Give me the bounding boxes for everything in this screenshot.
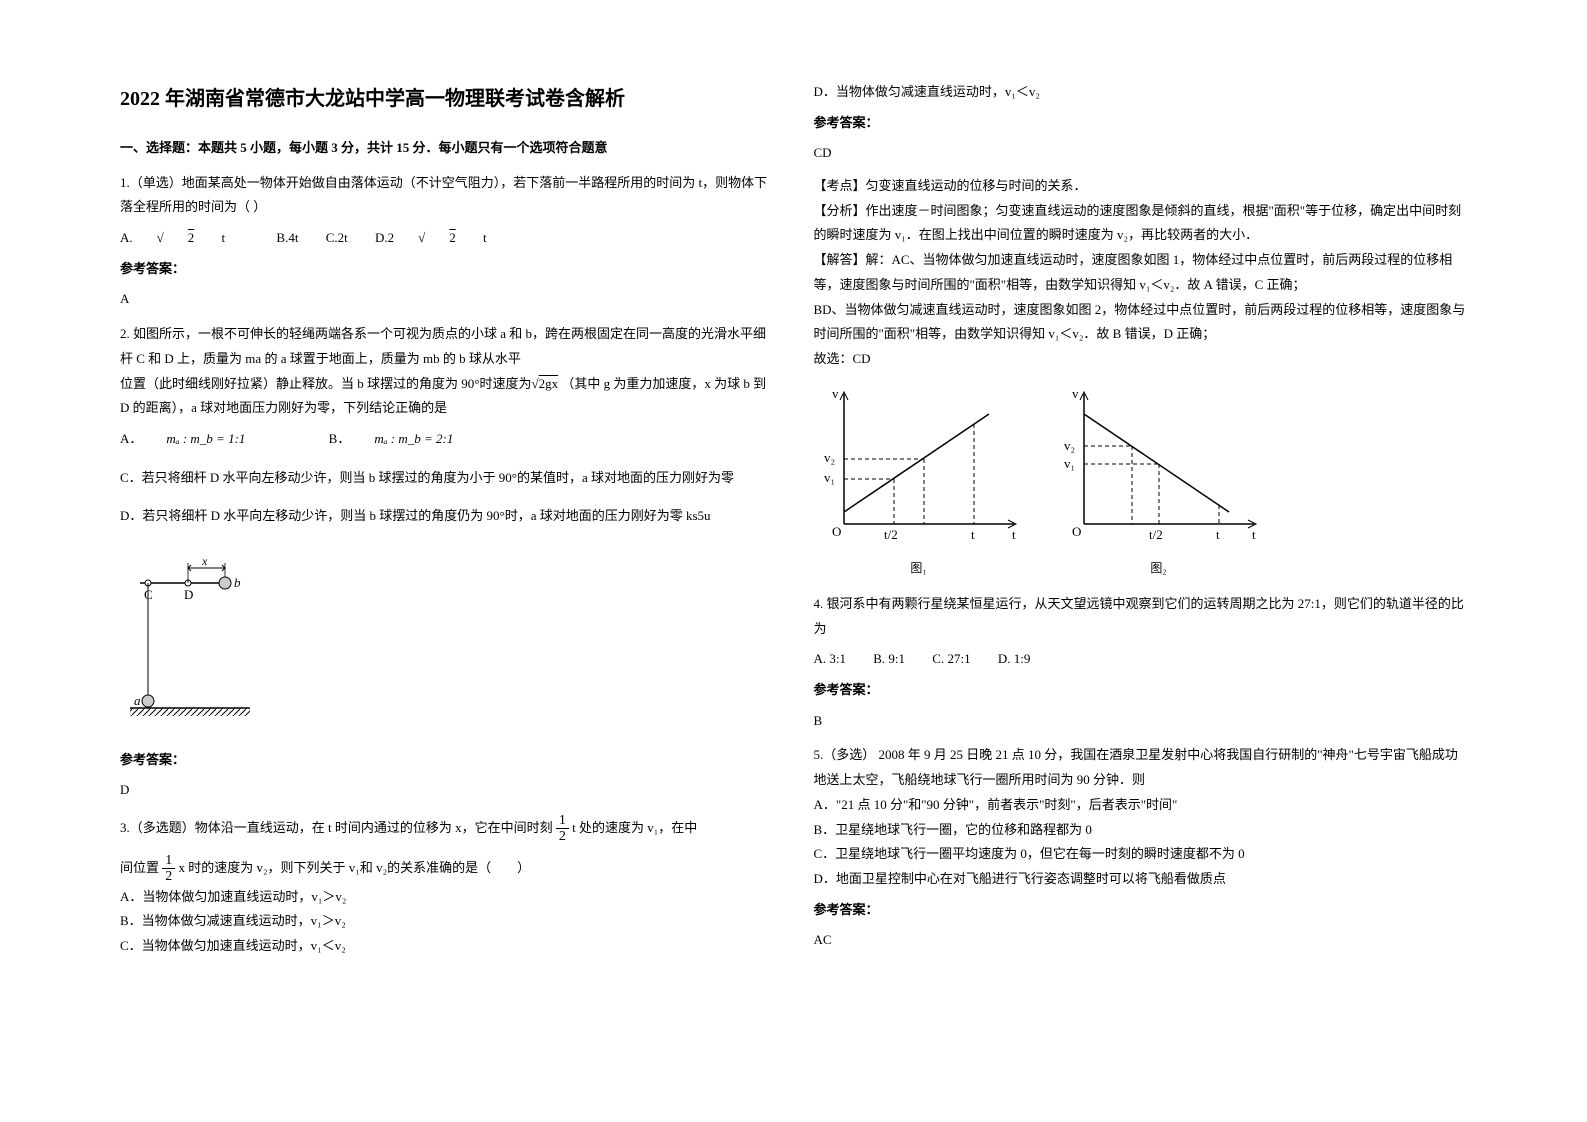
right-column: D．当物体做匀减速直线运动时，v₁＜v₂ 参考答案： CD 【考点】匀变速直线运… — [794, 80, 1488, 1082]
svg-text:t: t — [1216, 527, 1220, 542]
pendulum-diagram: C D x b a — [120, 553, 260, 723]
q3-optA: A．当物体做匀加速直线运动时，v₁＞v₂ — [120, 885, 774, 910]
svg-text:t/2: t/2 — [1149, 527, 1163, 542]
q1-optA: A.√2 t — [120, 230, 249, 245]
q2-answer-label: 参考答案： — [120, 748, 774, 773]
q4-answer: B — [814, 709, 1468, 734]
graph-2-container: v t O v₂ v₁ t/2 t 图₂ — [1054, 384, 1264, 580]
fraction-half-2: 12 — [162, 853, 175, 885]
q2-optA: A．mₐ : m_b = 1:1 — [120, 431, 245, 446]
q3-topic: 【考点】匀变速直线运动的位移与时间的关系． — [814, 174, 1468, 199]
q4-answer-label: 参考答案： — [814, 678, 1468, 703]
q4-stem: 4. 银河系中有两颗行星绕某恒星运行，从天文望远镜中观察到它们的运转周期之比为 … — [814, 592, 1468, 641]
svg-text:v₁: v₁ — [824, 470, 835, 485]
q4-optA: A. 3:1 — [814, 651, 847, 666]
q2-optC: C．若只将细杆 D 水平向左移动少许，则当 b 球摆过的角度为小于 90°的某值… — [120, 466, 774, 491]
svg-text:v₂: v₂ — [824, 450, 835, 465]
svg-text:t: t — [971, 527, 975, 542]
svg-text:O: O — [1072, 524, 1081, 539]
svg-text:v₂: v₂ — [1064, 438, 1075, 453]
q1-options: A.√2 t B.4t C.2t D.2√2 t — [120, 226, 774, 251]
q5-optA: A．"21 点 10 分"和"90 分钟"，前者表示"时刻"，后者表示"时间" — [814, 793, 1468, 818]
q3-answer-label: 参考答案： — [814, 111, 1468, 136]
q2-stem1: 2. 如图所示，一根不可伸长的轻绳两端各系一个可视为质点的小球 a 和 b，跨在… — [120, 322, 774, 371]
q5-optC: C．卫星绕地球飞行一圈平均速度为 0，但它在每一时刻的瞬时速度都不为 0 — [814, 842, 1468, 867]
q3-optC: C．当物体做匀加速直线运动时，v₁＜v₂ — [120, 934, 774, 959]
svg-text:O: O — [832, 524, 841, 539]
svg-text:D: D — [184, 587, 193, 602]
svg-text:v: v — [832, 386, 839, 401]
svg-text:b: b — [234, 575, 241, 590]
section-header: 一、选择题：本题共 5 小题，每小题 3 分，共计 15 分．每小题只有一个选项… — [120, 136, 774, 161]
q5-stem: 5.（多选） 2008 年 9 月 25 日晚 21 点 10 分，我国在酒泉卫… — [814, 743, 1468, 792]
graph-2-label: 图₂ — [1054, 557, 1264, 580]
q3-optB: B．当物体做匀减速直线运动时，v₁＞v₂ — [120, 909, 774, 934]
exam-title: 2022 年湖南省常德市大龙站中学高一物理联考试卷含解析 — [120, 80, 774, 118]
q2-optB: B．mₐ : m_b = 2:1 — [329, 431, 454, 446]
left-column: 2022 年湖南省常德市大龙站中学高一物理联考试卷含解析 一、选择题：本题共 5… — [100, 80, 794, 1082]
q1-answer: A — [120, 287, 774, 312]
q1-optD: D.2√2 t — [375, 230, 511, 245]
q3-analysis-4: 故选：CD — [814, 347, 1468, 372]
velocity-graphs: v t O v₂ v₁ t/2 t 图₁ — [814, 384, 1468, 580]
q3-optD: D．当物体做匀减速直线运动时，v₁＜v₂ — [814, 80, 1468, 105]
q1-stem: 1.（单选）地面某高处一物体开始做自由落体运动（不计空气阻力），若下落前一半路程… — [120, 171, 774, 220]
svg-text:v: v — [1072, 386, 1079, 401]
q4-optC: C. 27:1 — [932, 651, 970, 666]
q2-answer: D — [120, 778, 774, 803]
svg-text:x: x — [201, 554, 208, 568]
q3-analysis-2: 【解答】解：AC、当物体做匀加速直线运动时，速度图象如图 1，物体经过中点位置时… — [814, 248, 1468, 297]
q3-stem-line2: 间位置 12 x 时的速度为 v₂，则下列关于 v₁和 v₂的关系准确的是（ ） — [120, 853, 774, 885]
svg-text:t/2: t/2 — [884, 527, 898, 542]
q1-optB: B.4t — [276, 230, 298, 245]
q1-answer-label: 参考答案： — [120, 257, 774, 282]
q2-options-ab: A．mₐ : m_b = 1:1 B．mₐ : m_b = 2:1 — [120, 427, 774, 452]
question-4: 4. 银河系中有两颗行星绕某恒星运行，从天文望远镜中观察到它们的运转周期之比为 … — [814, 592, 1468, 733]
q4-options: A. 3:1 B. 9:1 C. 27:1 D. 1:9 — [814, 647, 1468, 672]
q1-optC: C.2t — [326, 230, 348, 245]
q5-optB: B．卫星绕地球飞行一圈，它的位移和路程都为 0 — [814, 818, 1468, 843]
q3-analysis-3: BD、当物体做匀减速直线运动时，速度图象如图 2，物体经过中点位置时，前后两段过… — [814, 298, 1468, 347]
graph-2: v t O v₂ v₁ t/2 t — [1054, 384, 1264, 549]
graph-1-label: 图₁ — [814, 557, 1024, 580]
svg-text:t: t — [1012, 527, 1016, 542]
svg-text:t: t — [1252, 527, 1256, 542]
svg-text:a: a — [134, 693, 141, 708]
q2-stem2: 位置（此时细线刚好拉紧）静止释放。当 b 球摆过的角度为 90°时速度为√2gx… — [120, 372, 774, 421]
question-5: 5.（多选） 2008 年 9 月 25 日晚 21 点 10 分，我国在酒泉卫… — [814, 743, 1468, 953]
graph-1-container: v t O v₂ v₁ t/2 t 图₁ — [814, 384, 1024, 580]
q5-answer-label: 参考答案： — [814, 898, 1468, 923]
fraction-half-1: 12 — [556, 813, 569, 845]
question-3: 3.（多选题）物体沿一直线运动，在 t 时间内通过的位移为 x，它在中间时刻 1… — [120, 813, 774, 959]
question-2: 2. 如图所示，一根不可伸长的轻绳两端各系一个可视为质点的小球 a 和 b，跨在… — [120, 322, 774, 803]
graph-1: v t O v₂ v₁ t/2 t — [814, 384, 1024, 549]
svg-text:v₁: v₁ — [1064, 456, 1075, 471]
q3-answer: CD — [814, 141, 1468, 166]
q5-answer: AC — [814, 928, 1468, 953]
q2-optD: D．若只将细杆 D 水平向左移动少许，则当 b 球摆过的角度仍为 90°时，a … — [120, 504, 774, 529]
q3-analysis-1: 【分析】作出速度－时间图象；匀变速直线运动的速度图象是倾斜的直线，根据"面积"等… — [814, 199, 1468, 248]
q4-optB: B. 9:1 — [873, 651, 905, 666]
q4-optD: D. 1:9 — [998, 651, 1031, 666]
q5-optD: D．地面卫星控制中心在对飞船进行飞行姿态调整时可以将飞船看做质点 — [814, 867, 1468, 892]
q3-stem-line1: 3.（多选题）物体沿一直线运动，在 t 时间内通过的位移为 x，它在中间时刻 1… — [120, 813, 774, 845]
question-1: 1.（单选）地面某高处一物体开始做自由落体运动（不计空气阻力），若下落前一半路程… — [120, 171, 774, 312]
